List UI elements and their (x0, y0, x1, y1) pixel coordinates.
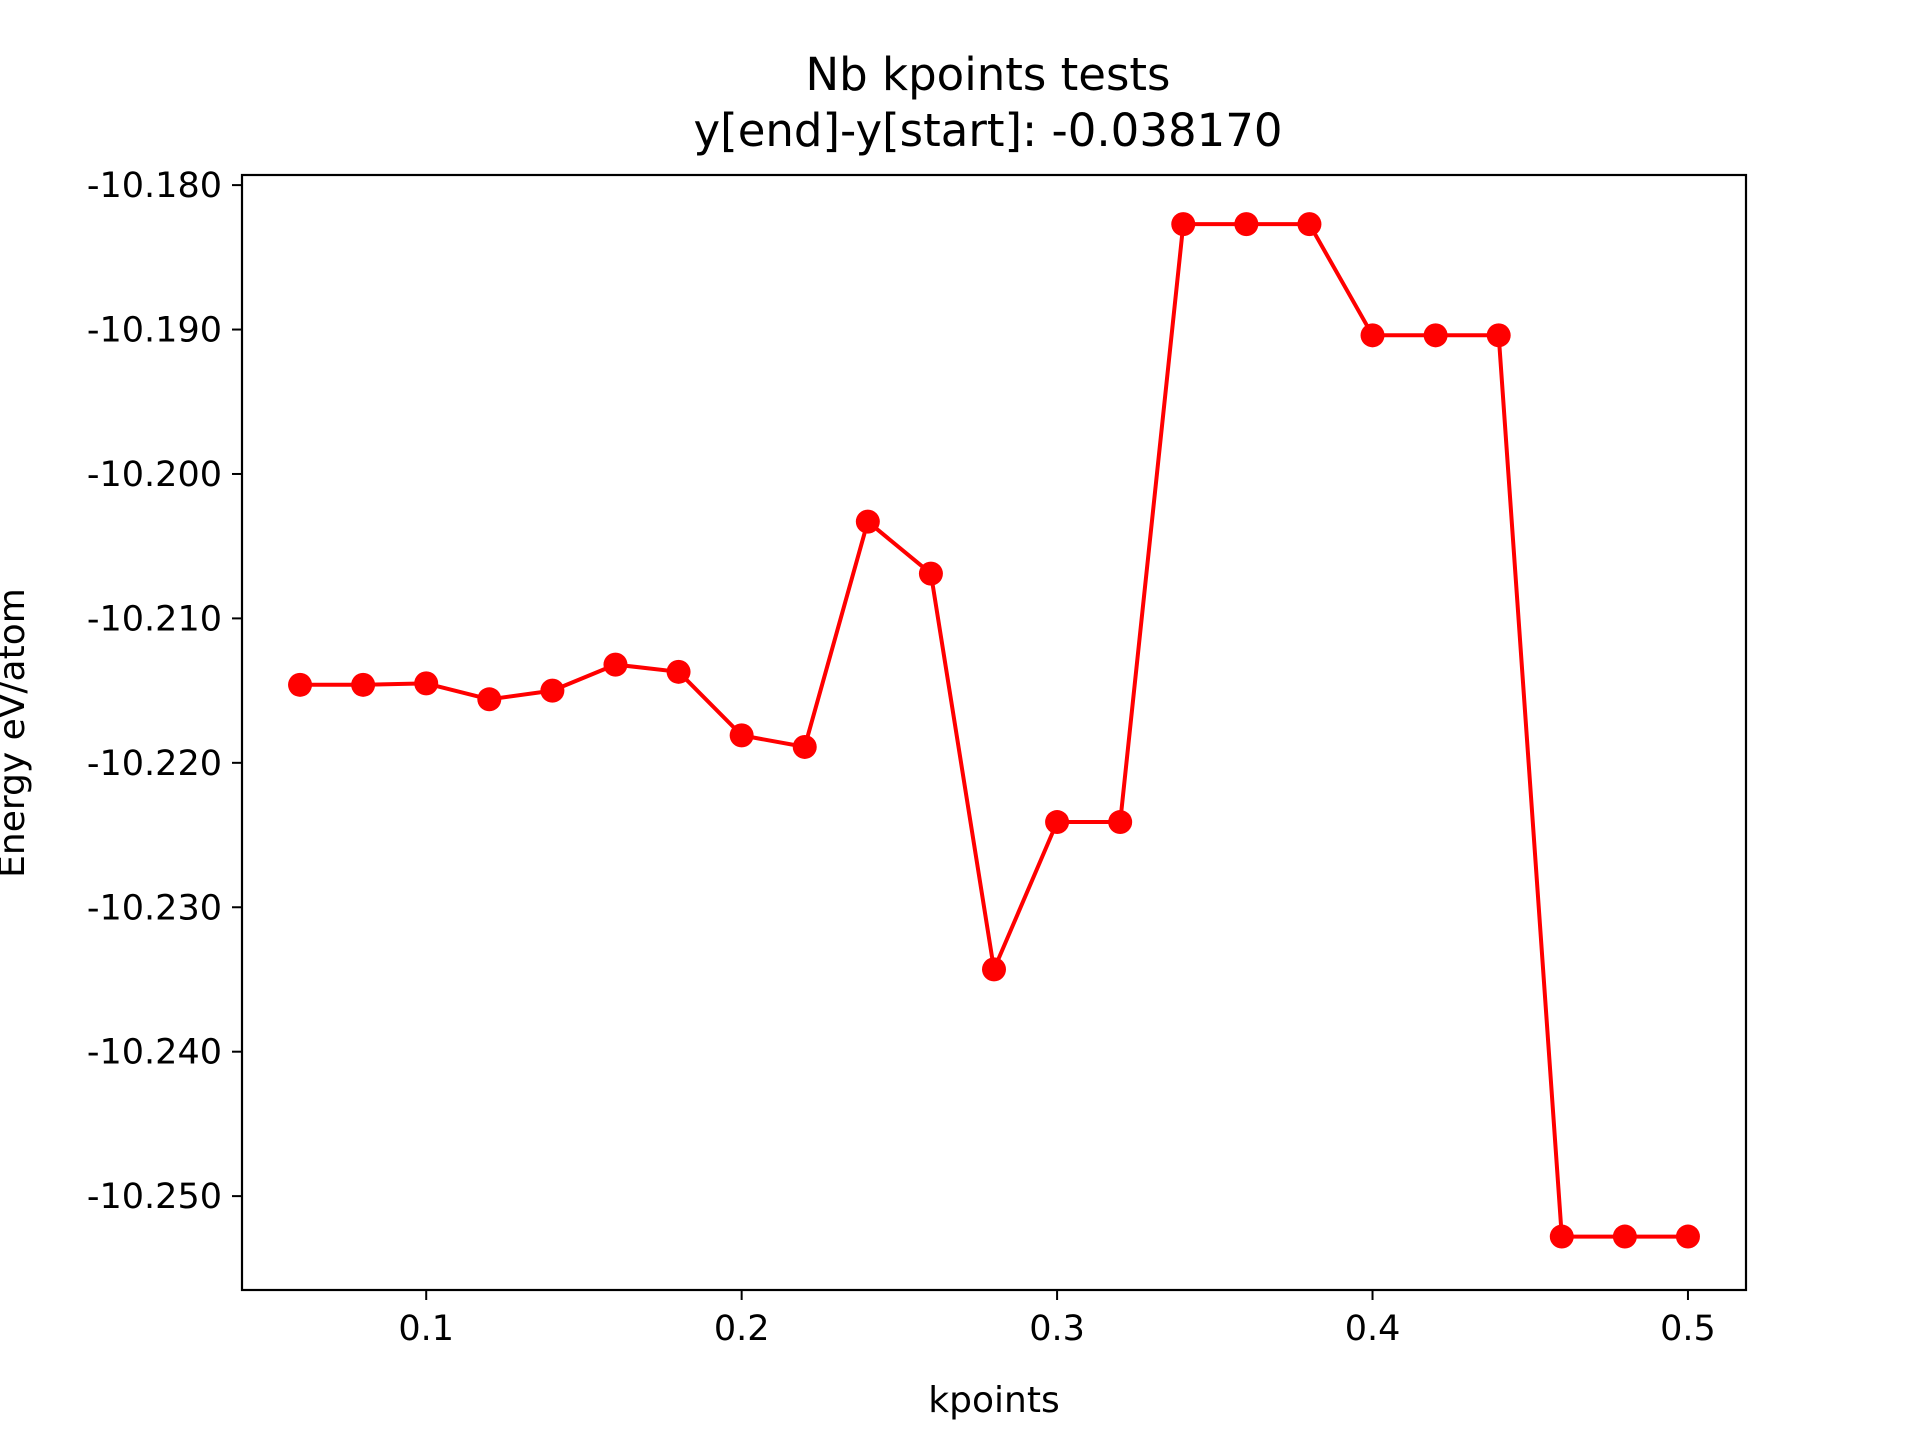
y-tick-label: -10.220 (87, 744, 222, 784)
data-point (792, 734, 817, 759)
data-point (1108, 810, 1133, 835)
x-tick-label: 0.1 (398, 1309, 454, 1349)
y-tick-label: -10.240 (87, 1033, 222, 1073)
data-point (540, 678, 565, 703)
x-tick-label: 0.2 (714, 1309, 770, 1349)
data-point (1045, 810, 1070, 835)
data-point (855, 509, 880, 534)
data-point (1549, 1224, 1574, 1249)
y-axis-label: Energy eV/atom (0, 588, 33, 878)
data-point (1423, 323, 1448, 348)
x-tick-label: 0.4 (1345, 1309, 1401, 1349)
data-point (1486, 323, 1511, 348)
y-tick-label: -10.210 (87, 599, 222, 639)
y-tick-label: -10.250 (87, 1177, 222, 1217)
data-point (918, 561, 943, 586)
data-point (288, 672, 313, 697)
y-tick-label: -10.190 (87, 311, 222, 351)
chart-title: Nb kpoints tests (806, 48, 1171, 101)
data-point (477, 687, 502, 712)
data-point (666, 659, 691, 684)
y-tick-label: -10.200 (87, 455, 222, 495)
plot-area-frame (240, 173, 1748, 1292)
data-point (1612, 1224, 1637, 1249)
y-axis-ticks: -10.180 -10.190 -10.200 -10.210 -10.220 -10.2… (87, 166, 242, 1217)
series-line (300, 222, 1688, 1239)
y-tick-label: -10.180 (87, 166, 222, 206)
x-tick-label: 0.5 (1660, 1309, 1716, 1349)
data-point (1297, 212, 1322, 237)
data-point (729, 723, 754, 748)
x-axis-label: kpoints (928, 1380, 1059, 1421)
chart-subtitle: y[end]-y[start]: -0.038170 (694, 104, 1283, 157)
data-point (414, 671, 439, 696)
y-tick-label: -10.230 (87, 888, 222, 928)
data-point (351, 672, 376, 697)
data-point (1675, 1224, 1700, 1249)
data-point (1360, 323, 1385, 348)
data-point (603, 652, 628, 677)
data-point (982, 957, 1006, 982)
data-point (1171, 212, 1196, 237)
data-point (1234, 212, 1259, 237)
x-axis-ticks: 0.1 0.2 0.3 0.4 0.5 (398, 1290, 1716, 1349)
x-tick-label: 0.3 (1029, 1309, 1085, 1349)
series-group (288, 212, 1700, 1249)
